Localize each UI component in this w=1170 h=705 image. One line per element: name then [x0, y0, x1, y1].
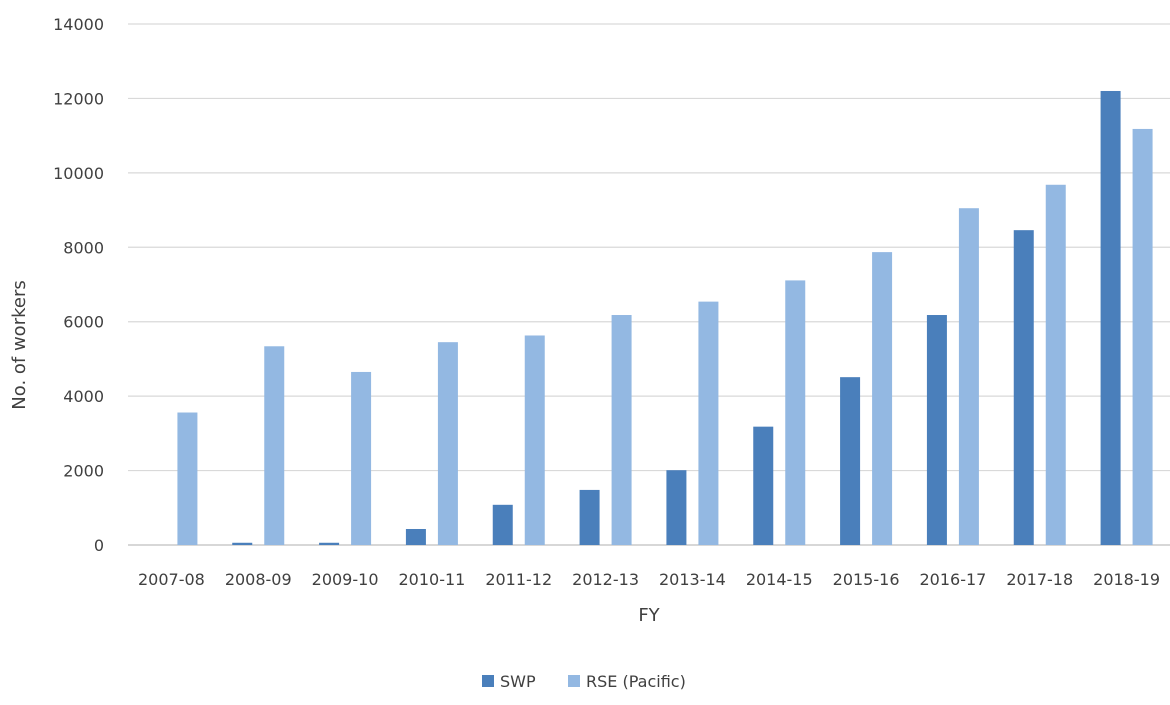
x-tick-label: 2010-11: [398, 570, 465, 589]
bars: [177, 90, 1153, 546]
legend-swatch: [568, 675, 580, 687]
x-axis-label: FY: [638, 605, 660, 626]
bar-swp: [579, 489, 600, 545]
x-tick-label: 2011-12: [485, 570, 552, 589]
x-tick-label: 2012-13: [572, 570, 639, 589]
bar-rse-pacific: [785, 280, 806, 545]
legend-label: SWP: [500, 672, 536, 691]
legend-swatch: [482, 675, 494, 687]
bar-rse-pacific: [351, 371, 372, 545]
y-tick-label: 10000: [53, 164, 104, 183]
gridlines: [128, 23, 1170, 546]
y-tick-label: 6000: [63, 313, 104, 332]
bar-swp: [840, 377, 861, 545]
y-axis-label: No. of workers: [9, 280, 30, 409]
bar-rse-pacific: [1045, 184, 1066, 545]
x-tick-label: 2013-14: [659, 570, 726, 589]
bar-rse-pacific: [611, 315, 632, 545]
x-tick-label: 2017-18: [1006, 570, 1073, 589]
bar-rse-pacific: [524, 335, 545, 545]
y-tick-label: 14000: [53, 15, 104, 34]
x-axis-ticks: 2007-08 2008-09 2009-10 2010-11 2011-12 2012-…: [138, 570, 1160, 589]
x-tick-label: 2008-09: [225, 570, 292, 589]
bar-swp: [926, 315, 947, 545]
x-tick-label: 2014-15: [746, 570, 813, 589]
bar-swp: [753, 426, 774, 545]
bar-swp: [1013, 230, 1034, 545]
x-tick-label: 2016-17: [919, 570, 986, 589]
y-axis-ticks: 0 2000 4000 6000 8000 10000 12000 14000: [53, 15, 104, 555]
bar-rse-pacific: [958, 208, 979, 546]
bar-rse-pacific: [698, 301, 719, 545]
bar-swp: [232, 542, 253, 545]
x-tick-label: 2018-19: [1093, 570, 1160, 589]
y-tick-label: 12000: [53, 89, 104, 108]
bar-rse-pacific: [872, 252, 893, 545]
bar-swp: [319, 542, 340, 545]
bar-rse-pacific: [1132, 128, 1153, 546]
y-tick-label: 0: [94, 536, 104, 555]
bar-swp: [666, 470, 687, 545]
bar-rse-pacific: [437, 342, 458, 545]
bar-swp: [492, 504, 513, 545]
x-tick-label: 2015-16: [833, 570, 900, 589]
bar-rse-pacific: [264, 346, 285, 545]
bar-swp: [1100, 90, 1121, 545]
bar-swp: [405, 528, 426, 545]
y-tick-label: 2000: [63, 462, 104, 481]
y-tick-label: 4000: [63, 387, 104, 406]
x-tick-label: 2009-10: [312, 570, 379, 589]
y-tick-label: 8000: [63, 238, 104, 257]
bar-rse-pacific: [177, 412, 198, 545]
x-tick-label: 2007-08: [138, 570, 205, 589]
legend: SWP RSE (Pacific): [482, 672, 686, 691]
legend-label: RSE (Pacific): [586, 672, 686, 691]
